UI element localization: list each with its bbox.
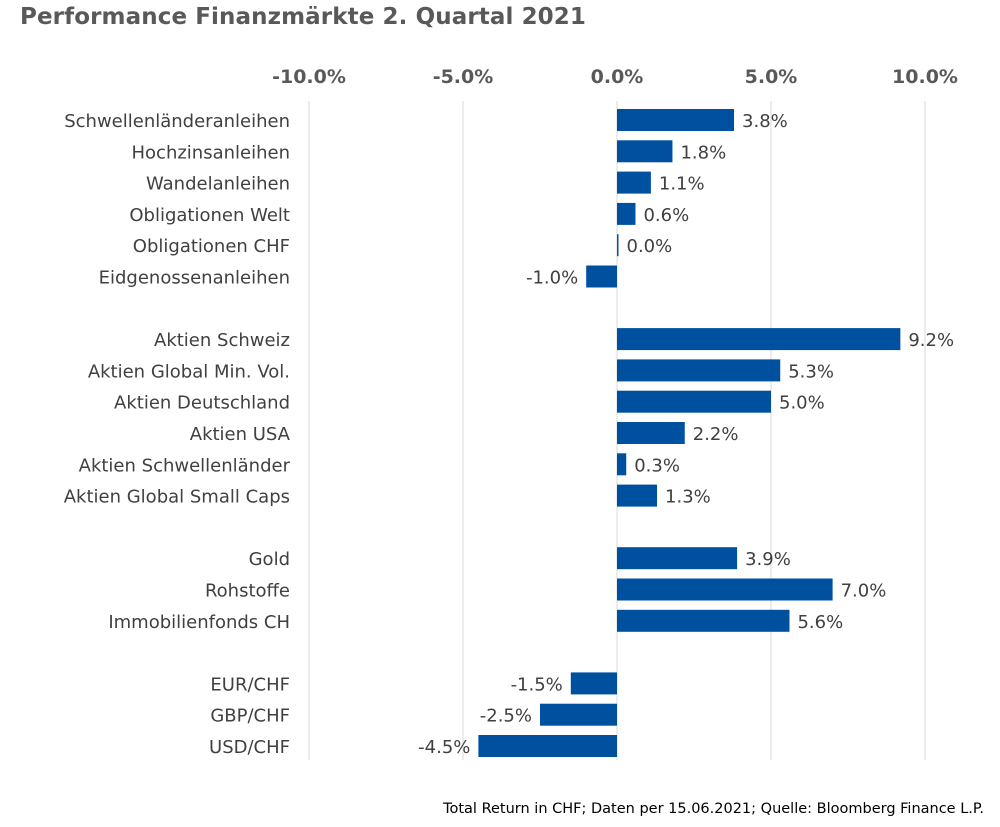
x-tick-label: 5.0% bbox=[745, 66, 798, 88]
category-label: Immobilienfonds CH bbox=[108, 612, 290, 633]
source-footnote: Total Return in CHF; Daten per 15.06.202… bbox=[443, 801, 984, 817]
bar bbox=[617, 171, 651, 194]
bar bbox=[617, 422, 685, 444]
bar bbox=[617, 390, 771, 413]
category-label: Rohstoffe bbox=[205, 581, 290, 602]
data-label: 0.0% bbox=[627, 236, 673, 257]
x-tick-label: 0.0% bbox=[591, 66, 644, 88]
category-label: Wandelanleihen bbox=[146, 174, 290, 195]
category-label: Aktien Deutschland bbox=[114, 393, 290, 414]
bar bbox=[617, 140, 673, 163]
data-label: -4.5% bbox=[418, 737, 470, 758]
category-label: Schwellenländeranleihen bbox=[64, 111, 290, 132]
bar bbox=[570, 672, 617, 695]
bar bbox=[617, 609, 790, 632]
data-label: 1.1% bbox=[659, 174, 705, 195]
category-label: Obligationen CHF bbox=[133, 236, 290, 257]
category-labels: Schwellenländeranleihen Hochzinsanleihen W… bbox=[64, 111, 291, 758]
data-labels: 3.8% 1.8% 1.1% 0.6% 0.0% -1.0% 9.2% 5.3% 5.0% 2.2… bbox=[418, 111, 954, 758]
category-label: Eidgenossenanleihen bbox=[99, 268, 290, 289]
category-label: EUR/CHF bbox=[210, 674, 290, 695]
category-label: Aktien Schweiz bbox=[154, 330, 290, 351]
data-label: 0.6% bbox=[643, 205, 689, 226]
data-label: 2.2% bbox=[693, 424, 739, 445]
bar bbox=[540, 703, 617, 726]
bar bbox=[617, 484, 658, 507]
bar bbox=[617, 109, 735, 131]
data-label: 0.3% bbox=[634, 455, 680, 476]
bar bbox=[617, 453, 627, 476]
bar bbox=[617, 359, 781, 382]
x-tick-label: 10.0% bbox=[892, 66, 958, 88]
category-label: Gold bbox=[249, 549, 290, 570]
data-label: 5.6% bbox=[797, 612, 843, 633]
bar bbox=[617, 328, 901, 351]
bar bbox=[586, 265, 617, 288]
data-label: 7.0% bbox=[841, 581, 887, 602]
data-label: 3.9% bbox=[745, 549, 791, 570]
x-tick-label: -10.0% bbox=[272, 66, 346, 88]
bar bbox=[617, 234, 619, 257]
data-label: 3.8% bbox=[742, 111, 788, 132]
category-label: Aktien Global Min. Vol. bbox=[88, 361, 290, 382]
data-label: -1.5% bbox=[511, 674, 563, 695]
data-label: 1.8% bbox=[680, 142, 726, 163]
data-label: 9.2% bbox=[908, 330, 954, 351]
data-label: -2.5% bbox=[480, 706, 532, 727]
bar bbox=[617, 547, 738, 570]
data-label: 5.0% bbox=[779, 393, 825, 414]
category-label: Aktien Schwellenländer bbox=[79, 455, 291, 476]
bar bbox=[478, 735, 617, 757]
data-label: 1.3% bbox=[665, 487, 711, 508]
data-label: 5.3% bbox=[788, 361, 834, 382]
x-tick-label: -5.0% bbox=[433, 66, 494, 88]
category-label: Aktien Global Small Caps bbox=[64, 487, 290, 508]
bars bbox=[478, 109, 901, 757]
chart-title: Performance Finanzmärkte 2. Quartal 2021 bbox=[20, 4, 586, 30]
category-label: Aktien USA bbox=[190, 424, 291, 445]
category-label: Obligationen Welt bbox=[129, 205, 290, 226]
category-label: Hochzinsanleihen bbox=[132, 142, 291, 163]
x-axis-tick-labels: -10.0% -5.0% 0.0% 5.0% 10.0% bbox=[272, 66, 958, 88]
category-label: GBP/CHF bbox=[210, 706, 290, 727]
bar bbox=[617, 202, 636, 225]
bar bbox=[617, 578, 833, 601]
data-label: -1.0% bbox=[526, 268, 578, 289]
category-label: USD/CHF bbox=[209, 737, 290, 758]
